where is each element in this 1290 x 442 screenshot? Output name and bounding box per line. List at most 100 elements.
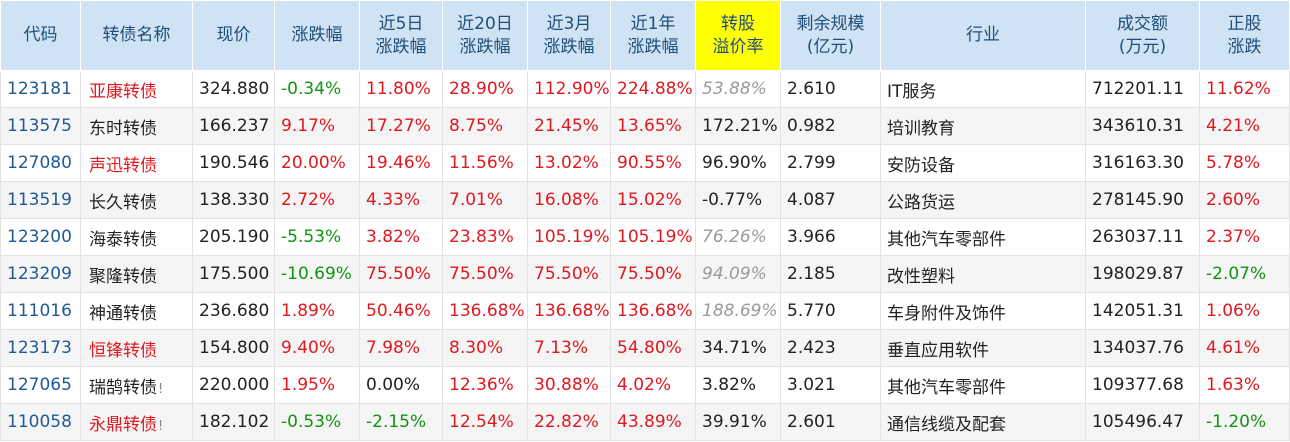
remaining-scale-cell: 3.966 xyxy=(780,218,881,256)
5d-change-cell-text: 50.46% xyxy=(366,301,431,321)
header-stock-change[interactable]: 正股 涨跌 xyxy=(1199,0,1290,71)
remaining-scale-cell-text: 3.966 xyxy=(787,227,836,247)
3m-change-cell-text: 7.13% xyxy=(534,338,589,358)
bond-code-cell-text: 113519 xyxy=(7,190,72,210)
conversion-premium-cell-text: 76.26% xyxy=(702,227,767,247)
table-row[interactable]: 123181 亚康转债 324.880 -0.34% 11.80% 28.90% 112.9… xyxy=(0,70,1290,108)
table-row[interactable]: 127065 瑞鹄转债! 220.000 1.95% 0.00% 12.36% 30.88%… xyxy=(0,366,1290,404)
table-row[interactable]: 113575 东时转债 166.237 9.17% 17.27% 8.75% 21.45% 1… xyxy=(0,107,1290,145)
price-cell: 154.800 xyxy=(192,329,275,367)
stock-change-cell-text: 5.78% xyxy=(1206,153,1261,173)
price-cell-text: 236.680 xyxy=(199,301,270,321)
3m-change-cell-text: 16.08% xyxy=(534,190,599,210)
bond-name-cell[interactable]: 永鼎转债! xyxy=(80,403,193,441)
table-row[interactable]: 110058 永鼎转债! 182.102 -0.53% -2.15% 12.54% 22.8… xyxy=(0,403,1290,441)
change-cell-text: -0.53% xyxy=(281,412,342,432)
price-cell: 220.000 xyxy=(192,366,275,404)
stock-change-cell: 4.21% xyxy=(1199,107,1290,145)
stock-change-cell-text: -1.20% xyxy=(1206,412,1267,432)
turnover-cell: 263037.11 xyxy=(1085,218,1200,256)
bond-code-cell[interactable]: 110058 xyxy=(0,403,81,441)
remaining-scale-cell-text: 2.601 xyxy=(787,412,836,432)
header-price[interactable]: 现价 xyxy=(192,0,275,71)
20d-change-cell: 7.01% xyxy=(442,181,528,219)
remaining-scale-cell-text: 2.610 xyxy=(787,79,836,99)
5d-change-cell-text: 19.46% xyxy=(366,153,431,173)
stock-change-cell-text: 4.61% xyxy=(1206,338,1261,358)
bond-name-cell[interactable]: 东时转债 xyxy=(80,107,193,145)
price-cell: 166.237 xyxy=(192,107,275,145)
bond-code-cell[interactable]: 127065 xyxy=(0,366,81,404)
bond-name-cell[interactable]: 神通转债 xyxy=(80,292,193,330)
bond-code-cell[interactable]: 127080 xyxy=(0,144,81,182)
remaining-scale-cell: 0.982 xyxy=(780,107,881,145)
5d-change-cell-text: 7.98% xyxy=(366,338,421,358)
table-row[interactable]: 111016 神通转债 236.680 1.89% 50.46% 136.68% 136.6… xyxy=(0,292,1290,330)
conversion-premium-cell: 172.21% xyxy=(695,107,781,145)
bond-code-cell[interactable]: 113575 xyxy=(0,107,81,145)
bond-name-cell[interactable]: 海泰转债 xyxy=(80,218,193,256)
bond-name-cell[interactable]: 长久转债 xyxy=(80,181,193,219)
3m-change-cell: 30.88% xyxy=(527,366,611,404)
header-3m-change[interactable]: 近3月 涨跌幅 xyxy=(527,0,611,71)
table-row[interactable]: 123209 聚隆转债 175.500 -10.69% 75.50% 75.50% 75.5… xyxy=(0,255,1290,293)
bond-name-cell[interactable]: 恒锋转债 xyxy=(80,329,193,367)
bond-code-cell[interactable]: 123200 xyxy=(0,218,81,256)
price-cell-text: 166.237 xyxy=(199,116,270,136)
conversion-premium-cell: -0.77% xyxy=(695,181,781,219)
20d-change-cell-text: 28.90% xyxy=(449,79,514,99)
stock-change-cell: 2.60% xyxy=(1199,181,1290,219)
header-5d-change[interactable]: 近5日 涨跌幅 xyxy=(359,0,443,71)
stock-change-cell-text: 1.63% xyxy=(1206,375,1261,395)
change-cell-text: 9.17% xyxy=(281,116,336,136)
1y-change-cell: 43.89% xyxy=(610,403,696,441)
header-1y-change[interactable]: 近1年 涨跌幅 xyxy=(610,0,696,71)
table-row[interactable]: 123173 恒锋转债 154.800 9.40% 7.98% 8.30% 7.13% 54.… xyxy=(0,329,1290,367)
5d-change-cell: 75.50% xyxy=(359,255,443,293)
stock-change-cell-text: 2.60% xyxy=(1206,190,1261,210)
industry-cell: 公路货运 xyxy=(880,181,1086,219)
industry-cell: IT服务 xyxy=(880,70,1086,108)
turnover-cell-text: 134037.76 xyxy=(1092,338,1184,358)
bond-name-cell[interactable]: 亚康转债 xyxy=(80,70,193,108)
price-cell: 175.500 xyxy=(192,255,275,293)
turnover-cell-text: 343610.31 xyxy=(1092,116,1184,136)
bond-code-cell[interactable]: 123209 xyxy=(0,255,81,293)
3m-change-cell: 7.13% xyxy=(527,329,611,367)
1y-change-cell-text: 224.88% xyxy=(617,79,693,99)
20d-change-cell-text: 8.30% xyxy=(449,338,504,358)
bond-name-cell[interactable]: 声迅转债 xyxy=(80,144,193,182)
conversion-premium-cell-text: 39.91% xyxy=(702,412,767,432)
header-remaining-scale[interactable]: 剩余规模 (亿元) xyxy=(780,0,881,71)
3m-change-cell: 136.68% xyxy=(527,292,611,330)
change-cell: 20.00% xyxy=(274,144,360,182)
bond-code-cell[interactable]: 123181 xyxy=(0,70,81,108)
header-industry[interactable]: 行业 xyxy=(880,0,1086,71)
header-name[interactable]: 转债名称 xyxy=(80,0,193,71)
header-20d-change[interactable]: 近20日 涨跌幅 xyxy=(442,0,528,71)
bond-code-cell-text: 123181 xyxy=(7,79,72,99)
bond-code-cell[interactable]: 113519 xyxy=(0,181,81,219)
table-row[interactable]: 127080 声迅转债 190.546 20.00% 19.46% 11.56% 13.02… xyxy=(0,144,1290,182)
bond-name-cell-text: 恒锋转债 xyxy=(89,340,157,361)
table-row[interactable]: 113519 长久转债 138.330 2.72% 4.33% 7.01% 16.08% 15… xyxy=(0,181,1290,219)
bond-code-cell[interactable]: 123173 xyxy=(0,329,81,367)
table-row[interactable]: 123200 海泰转债 205.190 -5.53% 3.82% 23.83% 105.19… xyxy=(0,218,1290,256)
20d-change-cell: 12.54% xyxy=(442,403,528,441)
header-change[interactable]: 涨跌幅 xyxy=(274,0,360,71)
price-cell-text: 190.546 xyxy=(199,153,270,173)
industry-cell-text: 垂直应用软件 xyxy=(887,340,989,361)
bond-name-cell[interactable]: 瑞鹄转债! xyxy=(80,366,193,404)
3m-change-cell-text: 13.02% xyxy=(534,153,599,173)
change-cell: 2.72% xyxy=(274,181,360,219)
industry-cell: 改性塑料 xyxy=(880,255,1086,293)
header-conversion-premium[interactable]: 转股 溢价率 xyxy=(695,0,781,71)
industry-cell-text: 培训教育 xyxy=(887,118,955,139)
conversion-premium-cell: 96.90% xyxy=(695,144,781,182)
bond-name-cell[interactable]: 聚隆转债 xyxy=(80,255,193,293)
conversion-premium-cell-text: -0.77% xyxy=(702,190,763,210)
header-turnover[interactable]: 成交额 (万元) xyxy=(1085,0,1200,71)
header-code[interactable]: 代码 xyxy=(0,0,81,71)
3m-change-cell: 21.45% xyxy=(527,107,611,145)
bond-code-cell[interactable]: 111016 xyxy=(0,292,81,330)
